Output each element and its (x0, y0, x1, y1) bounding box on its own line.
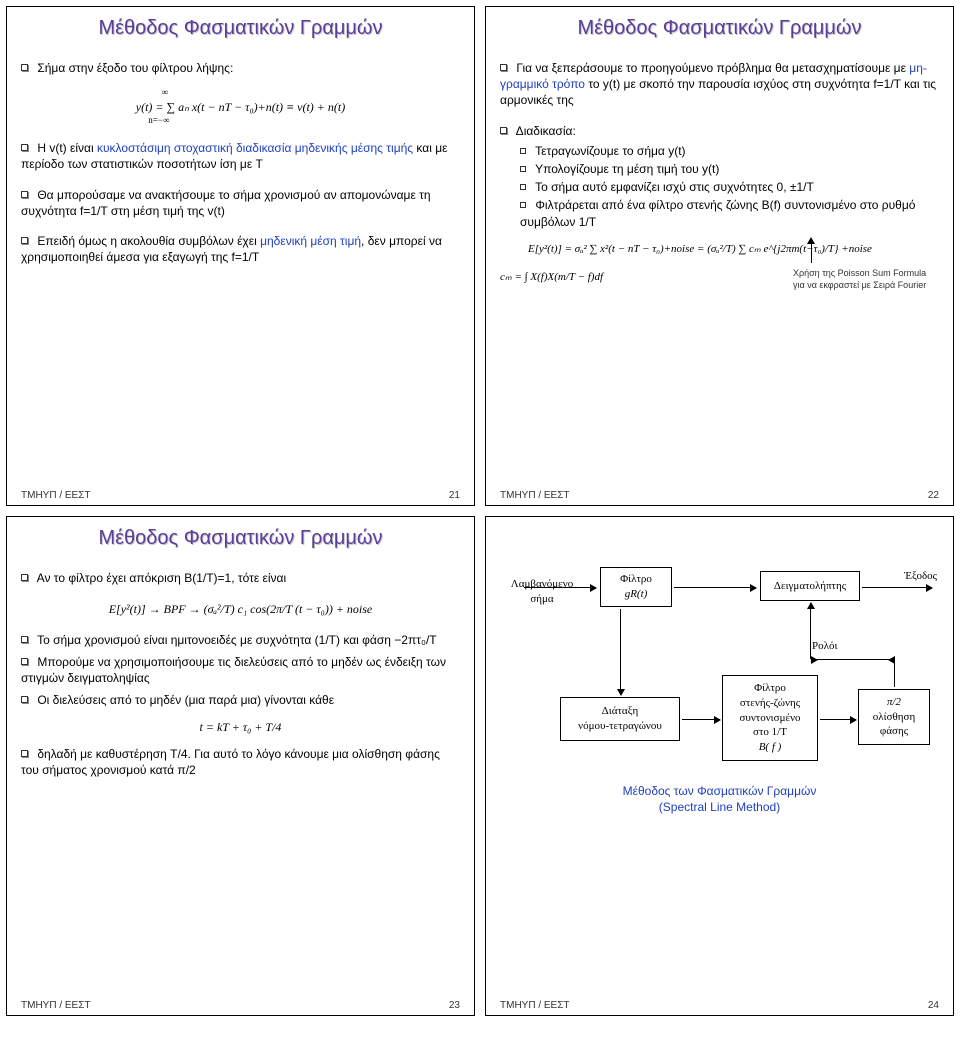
diagram-box-bpf: Φίλτρο στενής-ζώνης συντονισμένο στο 1/T… (722, 675, 818, 761)
footer-page-number: 22 (928, 490, 939, 501)
slide-title: Μέθοδος Φασματικών Γραμμών (500, 17, 939, 40)
slide-footer: ΤΜΗΥΠ / ΕΕΣΤ 21 (21, 484, 460, 501)
diagram-box-squarer: Διάταξη νόμου-τετραγώνου (560, 697, 680, 741)
bullet-icon (21, 750, 28, 757)
bullet-icon (21, 64, 28, 71)
diagram-box-filter: Φίλτρο gR(t) (600, 567, 672, 607)
formula: y(t) = ∑ aₙ x(t − nT − τ₀)+n(t) ≡ v(t) +… (21, 86, 460, 130)
formula: E[y²(t)] → BPF → (σₐ²/T) c₁ cos(2π/T (t … (21, 600, 460, 618)
arrow-icon (820, 719, 856, 720)
formula: t = kT + τ₀ + T/4 (21, 718, 460, 736)
bullet-text: δηλαδή με καθυστέρηση T/4. Για αυτό το λ… (21, 747, 440, 777)
bullet-icon (21, 237, 28, 244)
bullet-icon (21, 144, 28, 151)
bullet-icon (500, 64, 507, 71)
bullet: Για να ξεπεράσουμε το προηγούμενο πρόβλη… (500, 60, 939, 109)
formula-note: Χρήση της Poisson Sum Formula για να εκφ… (789, 267, 939, 291)
bullet: Σήμα στην έξοδο του φίλτρου λήψης: (21, 60, 460, 76)
footer-left: ΤΜΗΥΠ / ΕΕΣΤ (500, 490, 570, 501)
diagram-box-sampler: Δειγματολήπτης (760, 571, 860, 601)
formula-row: cₘ = ∫ X(f)X(m/T − f)df Χρήση της Poisso… (500, 267, 939, 291)
arrow-icon (810, 603, 811, 659)
bullet-text: Το σήμα χρονισμού είναι ημιτονοειδές με … (37, 633, 437, 647)
bullet: Η v(t) είναι κυκλοστάσιμη στοχαστική δια… (21, 140, 460, 172)
bullet: δηλαδή με καθυστέρηση T/4. Για αυτό το λ… (21, 746, 460, 778)
diagram-label-clock: Ρολόι (812, 639, 837, 654)
bullet-icon (21, 636, 28, 643)
arrow-icon (812, 659, 894, 660)
formula: E[y²(t)] = σₐ² ∑ x²(t − nT − τ₀)+noise =… (500, 242, 939, 257)
bullet: Αν το φίλτρο έχει απόκριση B(1/T)=1, τότ… (21, 570, 460, 586)
bullet-icon (520, 184, 526, 190)
sub-bullet: Φιλτράρεται από ένα φίλτρο στενής ζώνης … (520, 197, 939, 229)
slide-title: Μέθοδος Φασματικών Γραμμών (21, 17, 460, 40)
slide-23: Μέθοδος Φασματικών Γραμμών Αν το φίλτρο … (6, 516, 475, 1016)
bullet: Μπορούμε να χρησιμοποιήσουμε τις διελεύσ… (21, 654, 460, 686)
arrow-icon (620, 609, 621, 695)
bullet-icon (520, 202, 526, 208)
bullet-text: Οι διελεύσεις από το μηδέν (μια παρά μια… (37, 693, 334, 707)
diagram-label-input: Λαμβανόμενο σήμα (504, 577, 580, 607)
bullet: Διαδικασία: (500, 123, 939, 139)
slide-content: Λαμβανόμενο σήμα Έξοδος Ρολόι Φίλτρο gR(… (500, 527, 939, 994)
footer-left: ΤΜΗΥΠ / ΕΕΣΤ (21, 1000, 91, 1011)
bullet-text: Επειδή όμως η ακολουθία συμβόλων έχει (37, 234, 260, 248)
bullet-text: Θα μπορούσαμε να ανακτήσουμε το σήμα χρο… (21, 188, 431, 218)
slide-content: Σήμα στην έξοδο του φίλτρου λήψης: y(t) … (21, 54, 460, 484)
bullet-icon (21, 696, 28, 703)
slide-footer: ΤΜΗΥΠ / ΕΕΣΤ 24 (500, 994, 939, 1011)
slide-24: Λαμβανόμενο σήμα Έξοδος Ρολόι Φίλτρο gR(… (485, 516, 954, 1016)
bullet-text: Για να ξεπεράσουμε το προηγούμενο πρόβλη… (516, 61, 909, 75)
bullet: Θα μπορούσαμε να ανακτήσουμε το σήμα χρο… (21, 187, 460, 219)
bullet: Επειδή όμως η ακολουθία συμβόλων έχει μη… (21, 233, 460, 265)
slide-footer: ΤΜΗΥΠ / ΕΕΣΤ 22 (500, 484, 939, 501)
slide-22: Μέθοδος Φασματικών Γραμμών Για να ξεπερά… (485, 6, 954, 506)
bullet-icon (21, 658, 28, 665)
bullet-text: Αν το φίλτρο έχει απόκριση B(1/T)=1, τότ… (37, 571, 287, 585)
arrow-icon (862, 587, 932, 588)
bullet-text: Μπορούμε να χρησιμοποιήσουμε τις διελεύσ… (21, 655, 446, 685)
bullet-text: Η v(t) είναι (37, 141, 97, 155)
arrow-icon (682, 719, 720, 720)
sub-bullet: Το σήμα αυτό εμφανίζει ισχύ στις συχνότη… (520, 179, 939, 195)
footer-page-number: 24 (928, 1000, 939, 1011)
slide-title: Μέθοδος Φασματικών Γραμμών (21, 527, 460, 550)
bullet-icon (520, 166, 526, 172)
diagram-label-output: Έξοδος (904, 569, 937, 584)
bullet-highlight: μηδενική μέση τιμή (260, 234, 361, 248)
bullet-text: Σήμα στην έξοδο του φίλτρου λήψης: (37, 61, 233, 75)
bullet-icon (21, 191, 28, 198)
arrow-icon (524, 587, 596, 588)
slide-content: Για να ξεπεράσουμε το προηγούμενο πρόβλη… (500, 54, 939, 484)
diagram-box-phase-shift: π/2 ολίσθηση φάσης (858, 689, 930, 745)
bullet-text: Το σήμα αυτό εμφανίζει ισχύ στις συχνότη… (535, 180, 814, 194)
bullet-icon (520, 148, 526, 154)
bullet-icon (21, 574, 28, 581)
bullet-text: Τετραγωνίζουμε το σήμα y(t) (535, 144, 685, 158)
footer-page-number: 21 (449, 490, 460, 501)
bullet-text: Φιλτράρεται από ένα φίλτρο στενής ζώνης … (520, 198, 915, 228)
bullet: Οι διελεύσεις από το μηδέν (μια παρά μια… (21, 692, 460, 708)
block-diagram: Λαμβανόμενο σήμα Έξοδος Ρολόι Φίλτρο gR(… (500, 547, 939, 827)
bullet: Το σήμα χρονισμού είναι ημιτονοειδές με … (21, 632, 460, 648)
bullet-text: Υπολογίζουμε τη μέση τιμή του y(t) (535, 162, 719, 176)
footer-left: ΤΜΗΥΠ / ΕΕΣΤ (500, 1000, 570, 1011)
slide-footer: ΤΜΗΥΠ / ΕΕΣΤ 23 (21, 994, 460, 1011)
diagram-caption: Μέθοδος των Φασματικών Γραμμών (Spectral… (500, 783, 939, 815)
bullet-text: Διαδικασία: (516, 124, 576, 138)
bullet-icon (500, 127, 507, 134)
arrow-icon (674, 587, 756, 588)
sub-bullet: Υπολογίζουμε τη μέση τιμή του y(t) (520, 161, 939, 177)
footer-page-number: 23 (449, 1000, 460, 1011)
bullet-highlight: κυκλοστάσιμη στοχαστική διαδικασία μηδεν… (97, 141, 413, 155)
slide-content: Αν το φίλτρο έχει απόκριση B(1/T)=1, τότ… (21, 564, 460, 994)
sub-bullet: Τετραγωνίζουμε το σήμα y(t) (520, 143, 939, 159)
footer-left: ΤΜΗΥΠ / ΕΕΣΤ (21, 490, 91, 501)
slide-21: Μέθοδος Φασματικών Γραμμών Σήμα στην έξο… (6, 6, 475, 506)
